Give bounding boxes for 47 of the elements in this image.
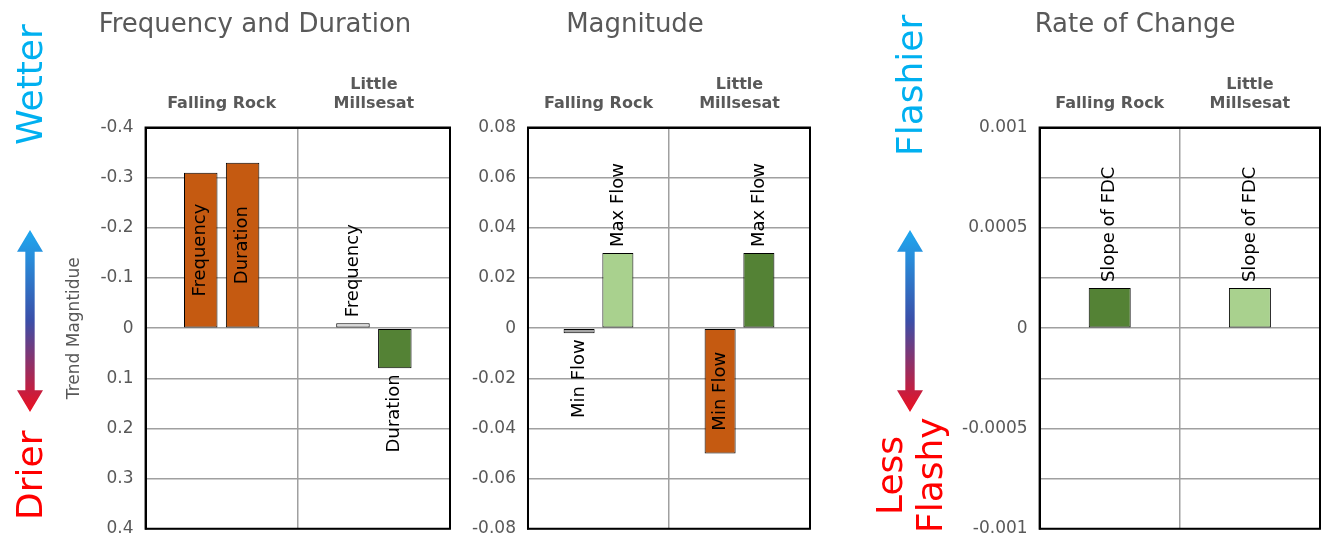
- x-tick-label: Little Millsesat: [1209, 73, 1291, 113]
- y-tick-label: -0.04: [471, 416, 516, 437]
- chart-title: Rate of Change: [1034, 8, 1236, 39]
- y-tick-label: 0.001: [978, 116, 1028, 137]
- y-tick-label: 0.08: [478, 116, 516, 137]
- x-tick-label: Falling Rock: [167, 93, 277, 113]
- y-tick-label: -0.4: [100, 116, 134, 137]
- y-tick-label: 0.0005: [968, 216, 1028, 237]
- y-tick-label: 0.4: [106, 517, 134, 538]
- y-tick-label: 0.2: [106, 416, 134, 437]
- y-tick-label: -0.001: [972, 517, 1028, 538]
- y-tick-label: -0.06: [471, 467, 516, 488]
- x-tick-label: Falling Rock: [1055, 93, 1165, 113]
- y-tick-label: 0.04: [478, 216, 516, 237]
- y-tick-label: 0: [1016, 316, 1028, 337]
- y-tick-label: -0.1: [100, 266, 134, 287]
- y-tick-label: 0: [505, 316, 516, 337]
- text: Less Flashy: [868, 416, 951, 536]
- y-tick-label: 0.3: [106, 467, 134, 488]
- x-tick-label: Little Millsesat: [699, 73, 781, 113]
- y-tick-label: -0.0005: [961, 416, 1028, 437]
- chart-title: Magnitude: [566, 8, 704, 39]
- text: Slope of FDC: [1097, 166, 1119, 283]
- x-tick-label: Little Millsesat: [333, 73, 415, 113]
- y-tick-label: 0.02: [478, 266, 516, 287]
- y-tick-label: -0.08: [471, 517, 516, 538]
- y-tick-label: -0.02: [471, 366, 516, 387]
- text: Frequency: [340, 224, 362, 318]
- text: Duration: [382, 374, 404, 453]
- text: Min Flow: [566, 339, 588, 418]
- x-tick-label: Falling Rock: [543, 93, 654, 113]
- y-tick-label: -0.2: [100, 216, 134, 237]
- y-tick-label: -0.3: [100, 166, 134, 187]
- chart-title: Frequency and Duration: [98, 8, 412, 39]
- text: Flashier: [888, 13, 931, 158]
- text: Wetter: [8, 23, 51, 148]
- series-label: Min Flow: [707, 351, 729, 431]
- text: Drier: [8, 429, 51, 523]
- series-label: Duration: [230, 205, 252, 285]
- text: Max Flow: [746, 162, 768, 247]
- text: Max Flow: [605, 162, 627, 247]
- text: Slope of FDC: [1237, 166, 1259, 283]
- y-axis-title: Trend Magntidue: [62, 257, 83, 401]
- y-tick-label: 0.06: [478, 166, 516, 187]
- y-tick-label: 0.1: [106, 366, 134, 387]
- series-label: Frequency: [188, 203, 210, 297]
- y-tick-label: 0: [122, 316, 134, 337]
